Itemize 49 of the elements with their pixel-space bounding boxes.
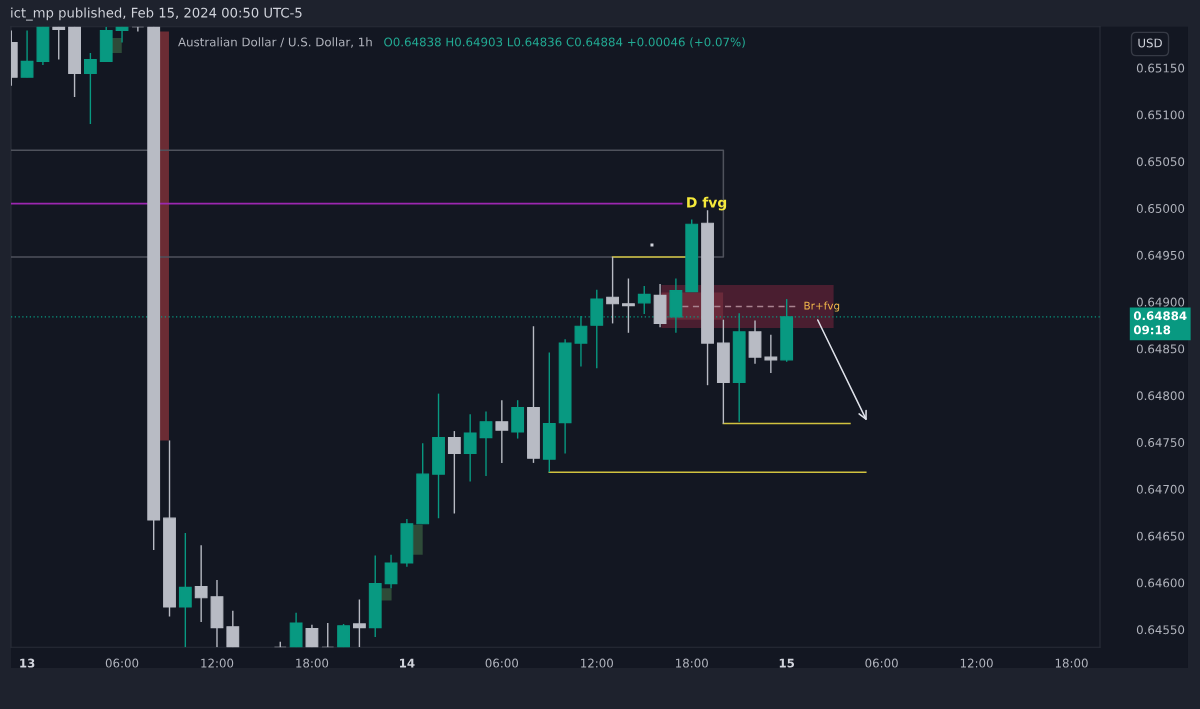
chart-title: ict_mp published, Feb 15, 2024 00:50 UTC-5 (11, 7, 302, 21)
x-tick-label: 12:00 (960, 658, 993, 668)
candlestick (637, 285, 651, 315)
y-tick-label: 0.65150 (1136, 63, 1185, 73)
candlestick (606, 256, 620, 325)
y-axis-title: USD (1138, 38, 1162, 48)
y-tick-label: 0.64900 (1136, 297, 1185, 307)
candlestick (20, 29, 34, 78)
x-tick-label: 12:00 (201, 658, 234, 668)
candlestick (384, 553, 398, 590)
x-tick-label: 06:00 (865, 658, 898, 668)
candlestick (479, 410, 493, 477)
y-tick-label: 0.64850 (1136, 344, 1185, 354)
candlestick (622, 277, 635, 334)
candlestick (226, 610, 240, 648)
y-tick-label: 0.64700 (1136, 484, 1185, 494)
x-tick-label: 14 (400, 658, 415, 668)
annotation: O0.64838 H0.64903 L0.64836 C0.64884 +0.00046 (+0.07%) (384, 37, 745, 48)
y-tick-label: 0.64650 (1136, 531, 1185, 541)
x-tick-label: 18:00 (1055, 658, 1088, 668)
candlestick (447, 430, 461, 515)
annotation: Br+fvg (804, 301, 840, 312)
candlestick (463, 413, 477, 483)
y-tick-label: 0.65000 (1136, 204, 1185, 213)
candlestick (178, 532, 192, 648)
x-tick-label: 15 (779, 658, 795, 668)
y-tick-label: 0.64800 (1136, 391, 1185, 401)
x-tick-label: 18:00 (296, 658, 329, 668)
y-tick-label: 0.64550 (1136, 625, 1185, 635)
y-tick-label: 0.64600 (1136, 578, 1185, 588)
candlestick (194, 544, 208, 623)
candlestick (495, 399, 509, 464)
x-tick-label: 18:00 (676, 658, 708, 668)
candlestick (83, 52, 97, 125)
x-tick-label: 06:00 (105, 658, 139, 668)
ref-line-label: 0.64884 09:18 (1133, 311, 1187, 335)
y-tick-label: 0.65050 (1136, 157, 1185, 167)
x-tick-label: 06:00 (485, 658, 519, 668)
candlestick (352, 598, 366, 648)
candlestick (52, 26, 66, 61)
candlestick (764, 333, 778, 374)
x-tick-label: 13 (20, 658, 35, 668)
y-tick-label: 0.64750 (1136, 438, 1185, 447)
y-tick-label: 0.64950 (1136, 250, 1185, 260)
text: Australian Dollar / U.S. Dollar, 1h (178, 37, 372, 48)
y-tick-label: 0.65100 (1136, 110, 1185, 120)
annotation: D fvg (687, 196, 727, 211)
x-tick-label: 12:00 (581, 658, 613, 668)
candlestick (115, 26, 129, 44)
